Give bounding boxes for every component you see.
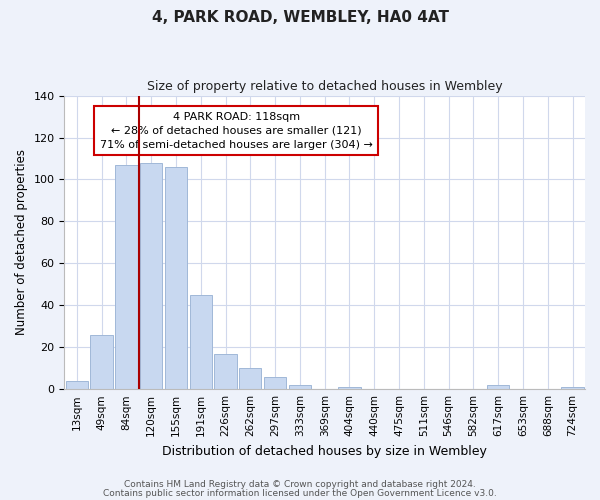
- X-axis label: Distribution of detached houses by size in Wembley: Distribution of detached houses by size …: [162, 444, 487, 458]
- Bar: [338, 387, 361, 389]
- Text: Contains HM Land Registry data © Crown copyright and database right 2024.: Contains HM Land Registry data © Crown c…: [124, 480, 476, 489]
- Text: 4, PARK ROAD, WEMBLEY, HA0 4AT: 4, PARK ROAD, WEMBLEY, HA0 4AT: [151, 10, 449, 25]
- Bar: [562, 387, 584, 389]
- Bar: [487, 385, 509, 389]
- Bar: [214, 354, 236, 389]
- Bar: [165, 167, 187, 389]
- Title: Size of property relative to detached houses in Wembley: Size of property relative to detached ho…: [147, 80, 503, 93]
- Bar: [65, 381, 88, 389]
- Bar: [115, 165, 137, 389]
- Text: 4 PARK ROAD: 118sqm
← 28% of detached houses are smaller (121)
71% of semi-detac: 4 PARK ROAD: 118sqm ← 28% of detached ho…: [100, 112, 373, 150]
- Bar: [91, 334, 113, 389]
- Y-axis label: Number of detached properties: Number of detached properties: [15, 150, 28, 336]
- Text: Contains public sector information licensed under the Open Government Licence v3: Contains public sector information licen…: [103, 488, 497, 498]
- Bar: [239, 368, 262, 389]
- Bar: [140, 162, 163, 389]
- Bar: [264, 376, 286, 389]
- Bar: [289, 385, 311, 389]
- Bar: [190, 295, 212, 389]
